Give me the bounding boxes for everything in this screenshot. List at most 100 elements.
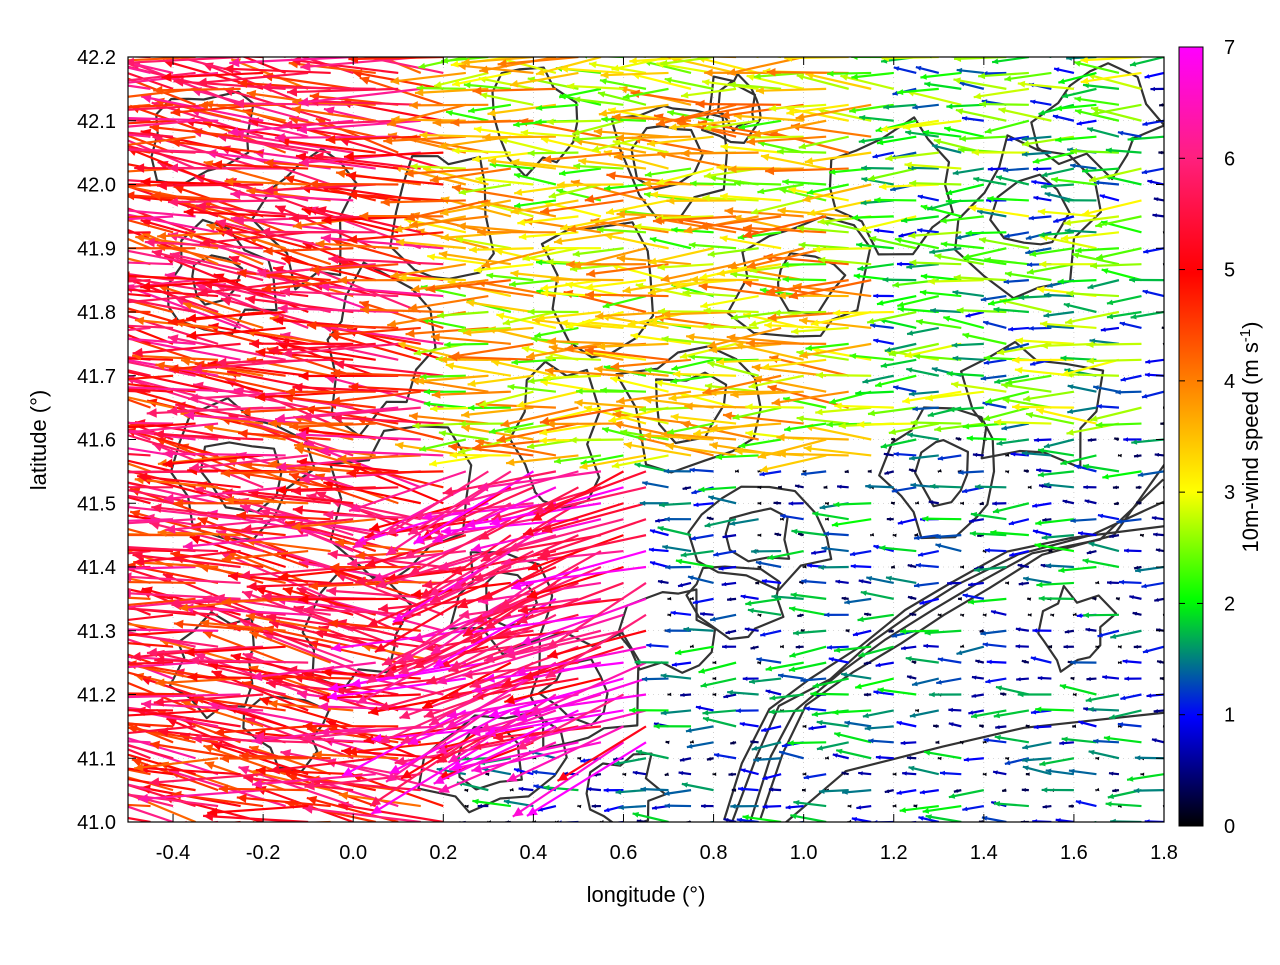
x-axis-label: longitude (°) bbox=[587, 882, 706, 907]
wind-vector bbox=[450, 118, 533, 127]
colorbar-tick-label: 4 bbox=[1224, 371, 1235, 393]
x-tick-label: 0.8 bbox=[700, 842, 728, 864]
wind-vector bbox=[1118, 131, 1142, 137]
wind-vector bbox=[1065, 822, 1096, 831]
wind-vector bbox=[1039, 261, 1096, 268]
wind-vector bbox=[1076, 800, 1097, 806]
wind-vector bbox=[689, 468, 713, 473]
wind-vector bbox=[817, 742, 849, 750]
wind-vector bbox=[7, 162, 128, 172]
wind-vector bbox=[708, 495, 736, 503]
wind-vector bbox=[962, 116, 984, 121]
wind-vector bbox=[1075, 247, 1119, 253]
wind-vector bbox=[789, 501, 804, 505]
wind-vector bbox=[681, 89, 736, 99]
wind-vector bbox=[713, 551, 736, 557]
wind-vector bbox=[852, 817, 871, 822]
wind-vector bbox=[958, 597, 962, 601]
wind-vector bbox=[1082, 200, 1141, 216]
wind-vector bbox=[665, 803, 691, 808]
wind-vector bbox=[952, 343, 984, 348]
wind-vector bbox=[852, 215, 894, 221]
wind-vector bbox=[901, 216, 939, 223]
wind-vector bbox=[703, 717, 736, 727]
wind-vector bbox=[185, 26, 286, 57]
colorbar-tick-label: 0 bbox=[1224, 816, 1235, 838]
wind-vector bbox=[1116, 519, 1141, 524]
wind-vector bbox=[1134, 454, 1141, 458]
wind-vector bbox=[534, 328, 578, 338]
wind-vector bbox=[722, 582, 736, 586]
wind-vector bbox=[1158, 151, 1164, 155]
wind-vector bbox=[993, 307, 1028, 313]
wind-vector bbox=[801, 579, 826, 584]
wind-vector bbox=[1092, 597, 1096, 601]
wind-vector bbox=[1028, 613, 1032, 617]
wind-vector bbox=[183, 535, 308, 550]
wind-vector bbox=[868, 169, 916, 182]
wind-vector bbox=[914, 804, 918, 808]
x-tick-label: 1.4 bbox=[970, 842, 998, 864]
wind-vector bbox=[698, 487, 736, 493]
wind-vector bbox=[1005, 581, 1009, 585]
wind-vector bbox=[1118, 454, 1122, 458]
wind-vector bbox=[636, 750, 669, 759]
wind-vector bbox=[933, 724, 939, 728]
colorbar-label: 10m-wind speed (m s-1) bbox=[1237, 322, 1263, 553]
wind-vector bbox=[635, 463, 669, 472]
wind-vector bbox=[1154, 598, 1164, 602]
wind-vector bbox=[1107, 581, 1119, 585]
wind-vector bbox=[810, 691, 848, 697]
wind-vector bbox=[1120, 695, 1141, 701]
wind-vector bbox=[983, 642, 1007, 647]
wind-vector bbox=[672, 662, 691, 667]
wind-vector bbox=[26, 641, 128, 678]
wind-vector bbox=[864, 693, 871, 697]
wind-vector bbox=[800, 678, 826, 683]
wind-vector bbox=[980, 631, 1006, 636]
wind-vector bbox=[979, 724, 984, 728]
wind-vector bbox=[815, 408, 871, 416]
wind-vector bbox=[594, 128, 669, 137]
wind-vector bbox=[808, 726, 826, 731]
wind-vector bbox=[885, 344, 916, 352]
wind-vector bbox=[1074, 61, 1119, 73]
wind-vector bbox=[1101, 327, 1119, 332]
wind-vector bbox=[1060, 455, 1096, 465]
wind-vector bbox=[668, 613, 672, 617]
wind-vector bbox=[1129, 595, 1141, 599]
wind-vector bbox=[946, 104, 983, 110]
wind-vector bbox=[658, 580, 669, 584]
wind-vector bbox=[893, 804, 897, 808]
y-tick-label: 41.2 bbox=[77, 685, 116, 707]
wind-vector bbox=[80, 717, 173, 727]
wind-vector bbox=[646, 643, 668, 648]
wind-vector bbox=[894, 66, 916, 73]
wind-vector bbox=[654, 723, 691, 729]
wind-vector bbox=[465, 789, 469, 793]
wind-vector bbox=[207, 806, 308, 817]
wind-vector bbox=[858, 771, 871, 775]
wind-vector bbox=[1004, 232, 1029, 238]
wind-vector bbox=[701, 804, 714, 808]
wind-vector bbox=[825, 502, 829, 506]
wind-vector bbox=[1088, 707, 1119, 712]
wind-vector bbox=[751, 646, 759, 650]
wind-vector bbox=[143, 822, 241, 836]
wind-vector bbox=[1120, 322, 1142, 328]
wind-vector bbox=[769, 695, 803, 701]
wind-vector bbox=[680, 758, 691, 762]
wind-vector bbox=[897, 790, 917, 795]
wind-vector bbox=[1143, 248, 1164, 253]
wind-vector bbox=[21, 209, 128, 219]
wind-vector bbox=[780, 517, 784, 521]
wind-vector bbox=[788, 740, 827, 746]
wind-vector bbox=[679, 771, 691, 775]
wind-vector bbox=[908, 596, 916, 600]
wind-vector bbox=[738, 787, 759, 792]
wind-vector bbox=[595, 43, 646, 57]
wind-vector bbox=[1114, 437, 1119, 441]
wind-vector bbox=[1131, 439, 1164, 444]
wind-vector bbox=[1142, 121, 1164, 126]
wind-vector bbox=[707, 361, 758, 376]
